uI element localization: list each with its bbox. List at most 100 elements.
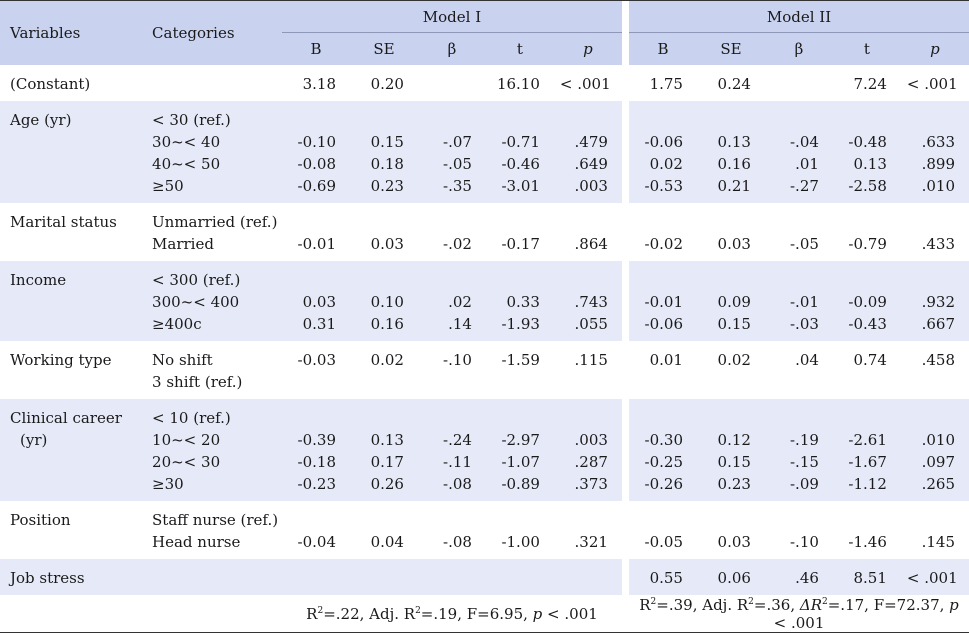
category-label: < 300 (ref.) bbox=[152, 271, 241, 289]
m1-value bbox=[288, 269, 336, 291]
m2-value bbox=[703, 407, 751, 429]
variable-cell: (Constant) bbox=[0, 65, 142, 101]
m2-value-cell: -.19 -.15 -.09 bbox=[764, 399, 833, 501]
m1-value bbox=[424, 567, 472, 589]
m1-value: .373 bbox=[574, 475, 608, 493]
m2-value: 0.01 bbox=[649, 351, 683, 369]
m1-value-cell: .115 bbox=[554, 341, 622, 399]
m1-value-cell: 0.20 bbox=[350, 65, 418, 101]
m1-value-cell: -.07 -.05 -.35 bbox=[417, 101, 486, 203]
m2-value: -0.79 bbox=[848, 235, 887, 253]
m2-value bbox=[771, 211, 819, 233]
m1-value bbox=[424, 269, 472, 291]
m2-value: -0.06 bbox=[644, 315, 683, 333]
variable-label: Marital status bbox=[10, 213, 117, 231]
m1-value: 0.18 bbox=[370, 155, 404, 173]
m2-value bbox=[771, 269, 819, 291]
m1-value bbox=[424, 371, 472, 393]
variable-label: Job stress bbox=[10, 569, 85, 587]
m2-value-cell: < .001 bbox=[901, 65, 969, 101]
m1-value bbox=[288, 567, 336, 589]
m1-value bbox=[356, 371, 404, 393]
category-label: Staff nurse (ref.) bbox=[152, 511, 279, 529]
m1-value bbox=[288, 371, 336, 393]
m1-value bbox=[288, 407, 336, 429]
m2-value: -.04 bbox=[789, 133, 819, 151]
m2-value: .265 bbox=[921, 475, 955, 493]
m1-value-cell: -.10 bbox=[418, 341, 486, 399]
column-gap bbox=[621, 501, 630, 559]
m1-value: .003 bbox=[574, 177, 608, 195]
m2-value-cell: .433 bbox=[901, 203, 969, 261]
m2-value bbox=[635, 509, 683, 531]
m2-value: 0.09 bbox=[717, 293, 751, 311]
m2-value-cell bbox=[765, 65, 833, 101]
m1-value-cell: -0.03 bbox=[282, 341, 350, 399]
m1-value: 3.18 bbox=[302, 75, 336, 93]
m1-value: 0.26 bbox=[370, 475, 404, 493]
column-gap bbox=[621, 399, 630, 501]
m2-value: -0.48 bbox=[848, 133, 887, 151]
m2-value bbox=[839, 269, 887, 291]
m2-value bbox=[771, 509, 819, 531]
m1-value bbox=[560, 567, 608, 589]
m2-value: 0.12 bbox=[717, 431, 751, 449]
m1-value-cell bbox=[485, 559, 554, 596]
m1-value: 0.31 bbox=[302, 315, 336, 333]
m1-value bbox=[424, 109, 472, 131]
m2-value-cell: -.05 bbox=[765, 203, 833, 261]
m2-value: 0.03 bbox=[717, 235, 751, 253]
category-label: ≥400c bbox=[152, 315, 202, 333]
m2-value bbox=[907, 211, 955, 233]
fit-statistics-row: R2=.22, Adj. R2=.19, F=6.95, p < .001 R2… bbox=[0, 595, 969, 633]
m1-value bbox=[560, 211, 608, 233]
m1-value-cell bbox=[418, 65, 486, 101]
m1-value: -.08 bbox=[443, 475, 472, 493]
table-row: Clinical career (yr) < 10 (ref.) 10~< 20 20~… bbox=[0, 399, 969, 501]
m1-value: 0.03 bbox=[302, 293, 336, 311]
category-label: 30~< 40 bbox=[152, 133, 221, 151]
m2-value-cell: 0.02 bbox=[697, 341, 765, 399]
m2-value bbox=[703, 211, 751, 233]
category-label: 300~< 400 bbox=[152, 293, 240, 311]
m1-value-cell: -1.59 bbox=[486, 341, 554, 399]
m1-value bbox=[424, 509, 472, 531]
m1-value bbox=[560, 269, 608, 291]
header-categories: Categories bbox=[142, 0, 283, 65]
m1-value: .321 bbox=[574, 533, 608, 551]
m2-value-cell: -0.05 bbox=[629, 501, 697, 559]
m2-value bbox=[703, 509, 751, 531]
header-model-2: Model II bbox=[629, 0, 969, 33]
m2-value: < .001 bbox=[906, 75, 958, 93]
m2-value: -.19 bbox=[789, 431, 819, 449]
m1-value bbox=[424, 407, 472, 429]
m2-value: -1.67 bbox=[848, 453, 887, 471]
m1-value-cell: -1.00 bbox=[486, 501, 554, 559]
m1-value: -.24 bbox=[443, 431, 472, 449]
variable-label-unit: (yr) bbox=[20, 431, 48, 449]
m1-value-cell: -2.97 -1.07 -0.89 bbox=[485, 399, 554, 501]
m2-value bbox=[635, 109, 683, 131]
m1-value: -0.46 bbox=[501, 155, 540, 173]
header-model-1: Model I bbox=[282, 0, 622, 33]
m1-value-cell: 0.10 0.16 bbox=[350, 261, 418, 341]
header-model-1-col-4: p bbox=[553, 32, 622, 65]
m2-value: -2.61 bbox=[848, 431, 887, 449]
m1-value-cell: .003 .287 .373 bbox=[553, 399, 622, 501]
header-model-2-col-2: β bbox=[764, 32, 833, 65]
m2-value: -0.30 bbox=[644, 431, 683, 449]
m1-value: -.10 bbox=[443, 351, 472, 369]
column-gap bbox=[621, 261, 630, 341]
m1-value bbox=[288, 509, 336, 531]
m2-value: < .001 bbox=[906, 569, 958, 587]
header-model-2-col-1: SE bbox=[696, 32, 765, 65]
m1-value bbox=[560, 371, 608, 393]
m1-value: .02 bbox=[448, 293, 472, 311]
m1-value: 16.10 bbox=[496, 75, 540, 93]
m1-value-cell: 0.03 0.31 bbox=[282, 261, 350, 341]
m1-value: -1.59 bbox=[501, 351, 540, 369]
m2-value bbox=[907, 509, 955, 531]
m2-value-cell: 0.09 0.15 bbox=[696, 261, 765, 341]
variable-label: Clinical career bbox=[10, 409, 122, 427]
m2-value-cell: -0.79 bbox=[833, 203, 901, 261]
